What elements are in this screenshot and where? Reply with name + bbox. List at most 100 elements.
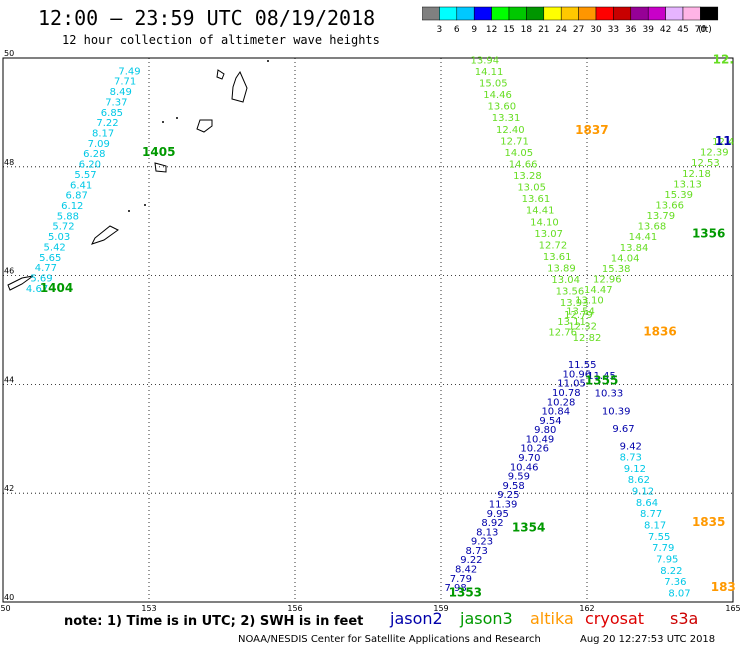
pass-time-label: 1355 <box>585 373 618 387</box>
lon-tick-label: 153 <box>141 604 156 613</box>
scale-tick-label: 6 <box>454 25 460 35</box>
wave-height-value: 13.54 <box>566 306 595 317</box>
wave-height-value: 6.20 <box>79 160 101 171</box>
pass-time-label: 1837 <box>575 123 608 137</box>
pass-time-label: 11 <box>715 134 732 148</box>
legend-cryosat: cryosat <box>585 609 645 628</box>
map-subtitle: 12 hour collection of altimeter wave hei… <box>62 33 380 47</box>
wave-height-value: 10.39 <box>602 406 631 417</box>
wave-height-value: 7.98 <box>444 583 466 594</box>
wave-height-value: 6.28 <box>83 149 105 160</box>
wave-height-value: 12.53 <box>691 158 720 169</box>
wave-height-value: 11.05 <box>557 379 586 390</box>
wave-height-value: 5.42 <box>44 242 66 253</box>
wave-height-value: 4.67 <box>26 284 48 295</box>
wave-height-value: 12.79 <box>564 310 593 321</box>
wave-height-value: 13.66 <box>655 201 684 212</box>
wave-height-value: 10.33 <box>595 389 624 400</box>
wave-height-value: 10.26 <box>520 444 549 455</box>
wave-height-value: 7.55 <box>648 532 670 543</box>
wave-height-value: 14.47 <box>584 285 613 296</box>
wave-height-value: 9.80 <box>534 425 556 436</box>
wave-height-value: 8.73 <box>620 453 642 464</box>
wave-height-value: 7.79 <box>450 574 472 585</box>
wave-height-value: 14.41 <box>526 206 555 217</box>
lon-tick-label: 165 <box>725 604 740 613</box>
wave-height-value: 9.12 <box>632 487 654 498</box>
wave-height-value: 8.42 <box>455 565 477 576</box>
wave-height-value: 8.17 <box>644 521 666 532</box>
pass-time-label: 1836 <box>643 324 676 338</box>
wave-height-value: 5.88 <box>57 211 79 222</box>
lat-tick-label: 44 <box>4 375 14 384</box>
lon-tick-label: 150 <box>0 604 11 613</box>
wave-height-value: 12.96 <box>593 275 622 286</box>
wave-height-value: 13.61 <box>522 194 551 205</box>
wave-height-value: 15.39 <box>664 190 693 201</box>
legend-altika: altika <box>530 609 574 628</box>
wave-height-value: 13.31 <box>492 113 521 124</box>
wave-height-value: 11.39 <box>489 499 518 510</box>
pass-time-label: 1405 <box>142 145 175 159</box>
wave-height-value: 12.39 <box>700 148 729 159</box>
wave-height-value: 9.42 <box>620 442 642 453</box>
wave-height-value: 7.95 <box>656 555 678 566</box>
wave-height-value: 7.09 <box>88 139 110 150</box>
scale-unit-label: (ft) <box>698 25 712 35</box>
wave-height-value: 8.49 <box>110 87 132 98</box>
scale-tick-label: 70 <box>695 25 707 35</box>
wave-height-value: 12.76 <box>548 327 577 338</box>
wave-height-value: 5.65 <box>39 253 61 264</box>
wave-height-value: 8.22 <box>660 566 682 577</box>
wave-height-value: 8.77 <box>640 509 662 520</box>
wave-height-value: 9.70 <box>518 453 540 464</box>
legend-jason2: jason2 <box>390 609 443 628</box>
wave-height-value: 13.13 <box>673 179 702 190</box>
coastline-islet <box>144 204 146 206</box>
wave-height-value: 13.93 <box>560 298 589 309</box>
scale-tick-label: 18 <box>521 25 533 35</box>
wave-height-value: 7.37 <box>105 97 127 108</box>
wave-height-value: 14.05 <box>505 148 534 159</box>
scale-tick-label: 39 <box>642 25 654 35</box>
coastline-island <box>216 69 225 80</box>
wave-height-value: 12.71 <box>500 136 529 147</box>
wave-height-value: 8.62 <box>628 475 650 486</box>
scale-swatch <box>700 6 719 21</box>
wave-height-value: 13.61 <box>543 252 572 263</box>
map-title: 12:00 — 23:59 UTC 08/19/2018 <box>38 6 376 30</box>
wave-height-value: 7.71 <box>114 77 136 88</box>
wave-height-value: 13.28 <box>513 171 542 182</box>
scale-tick-label: 15 <box>503 25 514 35</box>
wave-height-value: 13.94 <box>470 55 499 66</box>
wave-height-value: 13.60 <box>488 102 517 113</box>
scale-tick-label: 33 <box>608 25 619 35</box>
wave-height-value: 5.03 <box>48 232 70 243</box>
wave-height-value: 7.49 <box>118 66 140 77</box>
wave-height-value: 4.77 <box>35 263 57 274</box>
wave-height-value: 12.32 <box>568 321 597 332</box>
wave-height-value: 14.11 <box>475 67 504 78</box>
wave-height-value: 10.84 <box>541 407 570 418</box>
wave-height-value: 13.07 <box>534 229 563 240</box>
wave-height-value: 5.72 <box>52 222 74 233</box>
timestamp: Aug 20 12:27:53 UTC 2018 <box>580 634 716 645</box>
wave-height-value: 14.41 <box>629 232 658 243</box>
wave-height-value: 13.10 <box>575 296 604 307</box>
wave-height-value: 15.05 <box>479 79 508 90</box>
wave-height-value: 9.12 <box>624 464 646 475</box>
scale-tick-label: 45 <box>677 25 688 35</box>
lat-tick-label: 42 <box>4 484 14 493</box>
wave-height-value: 10.78 <box>552 388 581 399</box>
wave-height-value: 13.11 <box>557 317 586 328</box>
wave-height-value: 7.36 <box>664 577 686 588</box>
wave-height-value: 14.46 <box>483 90 512 101</box>
wave-height-value: 14.66 <box>509 159 538 170</box>
scale-tick-label: 9 <box>471 25 477 35</box>
coastline-island <box>7 275 34 291</box>
lat-tick-label: 40 <box>4 593 14 602</box>
wave-height-value: 9.67 <box>612 424 634 435</box>
pass-time-label: 1404 <box>40 281 73 295</box>
wave-height-value: 12.4 <box>712 137 734 148</box>
